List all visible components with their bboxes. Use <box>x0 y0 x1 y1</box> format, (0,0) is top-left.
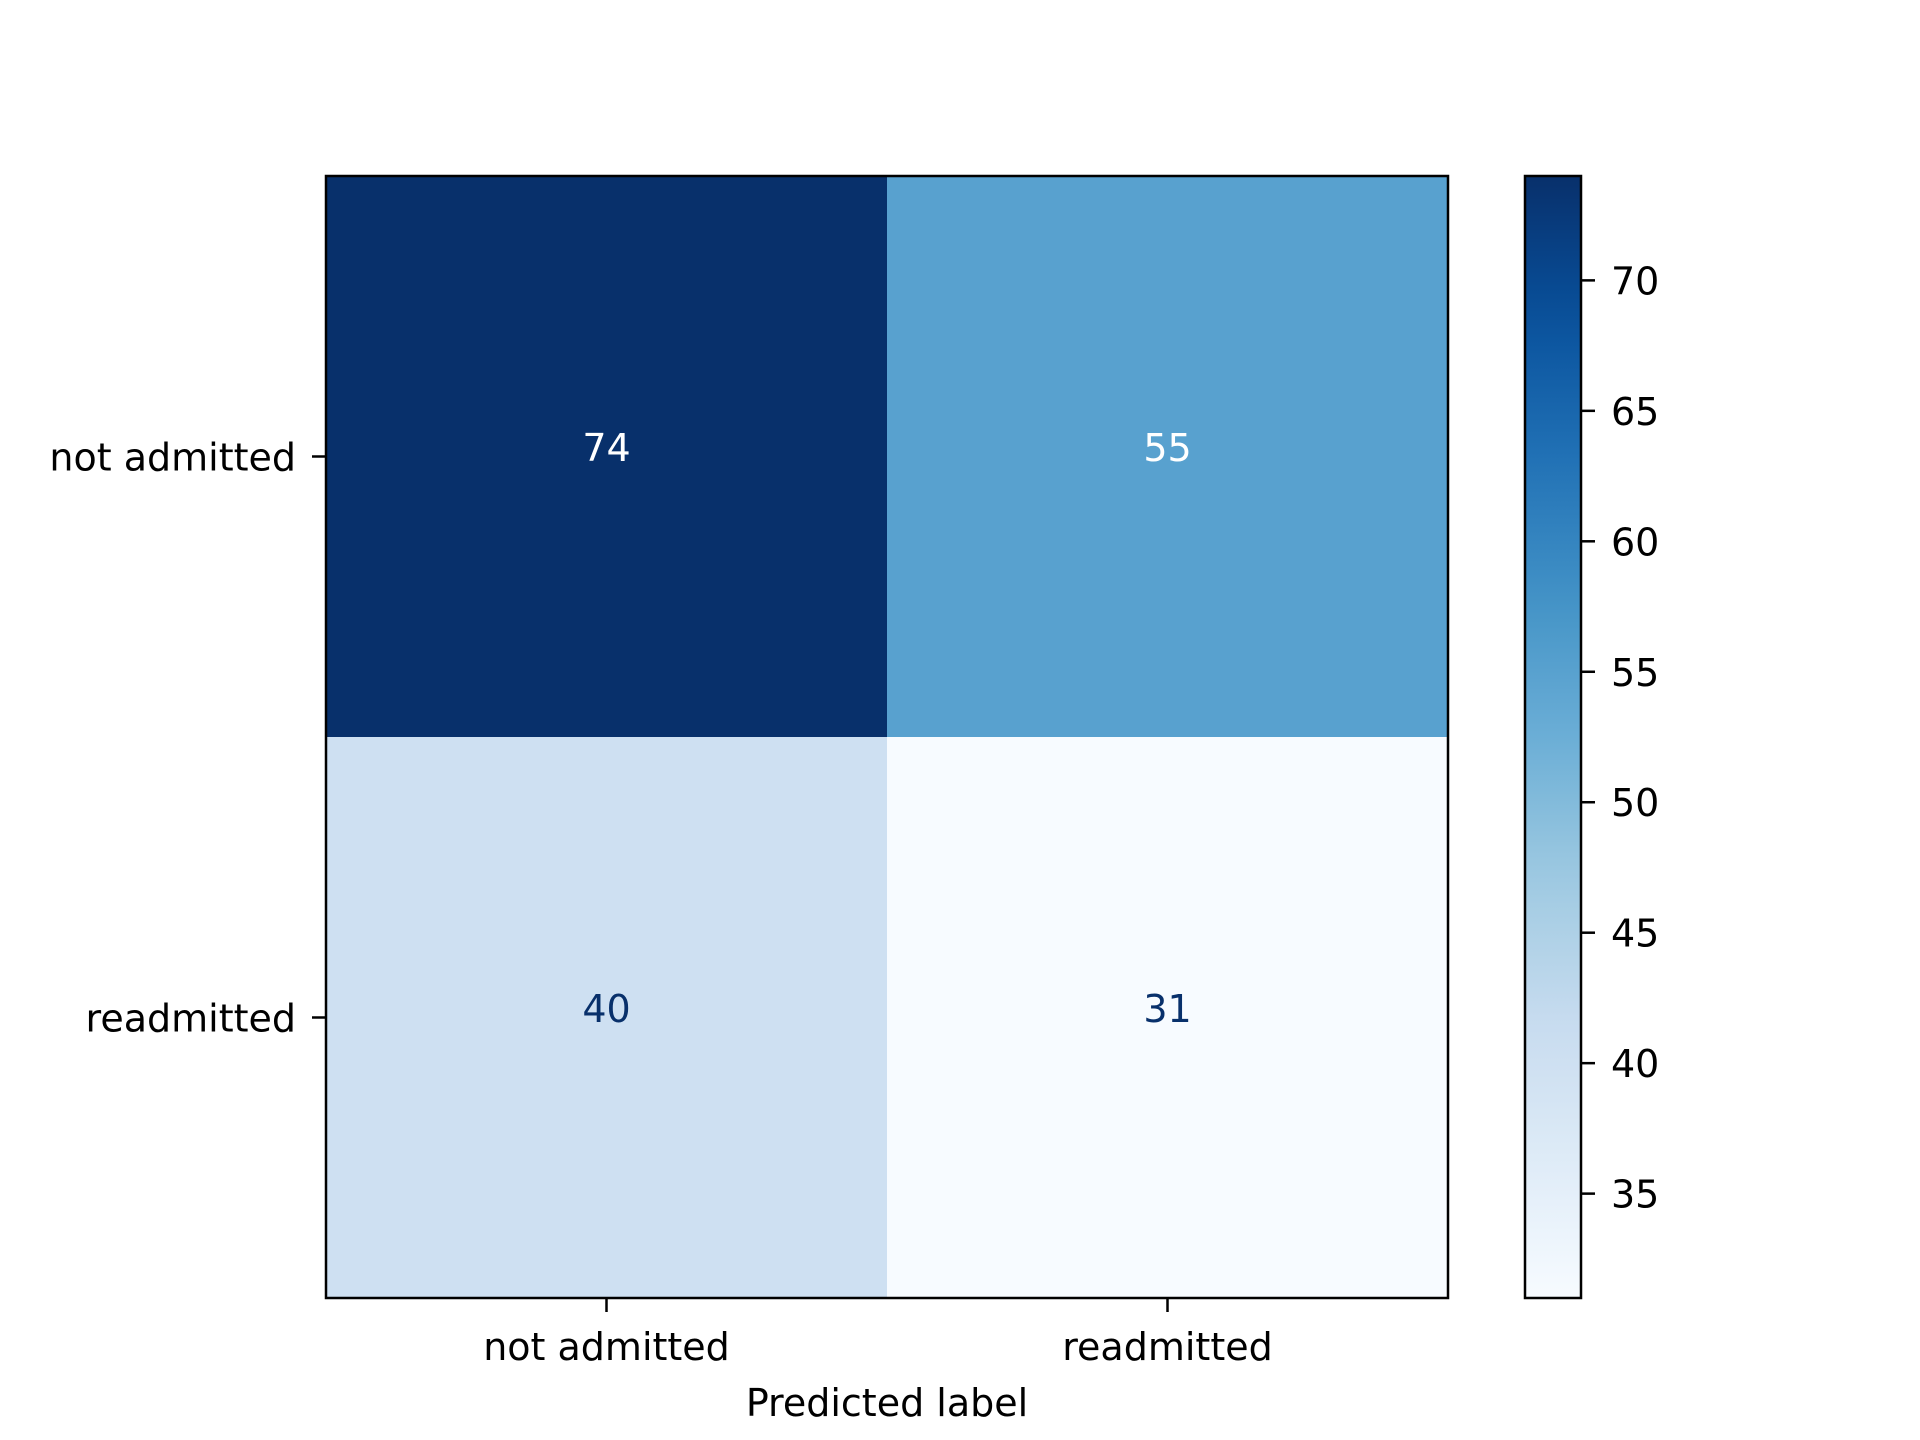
heatmap-cell <box>887 176 1449 738</box>
x-axis-ticks: not admitted readmitted <box>483 1298 1273 1369</box>
cell-value-label: 55 <box>1143 426 1191 470</box>
heatmap-cell <box>326 176 888 738</box>
colorbar-tick-label: 55 <box>1611 651 1659 695</box>
x-axis-title: Predicted label <box>746 1381 1028 1425</box>
cell-value-label: 40 <box>582 987 630 1031</box>
colorbar <box>1523 174 1583 1300</box>
colorbar-tick-label: 40 <box>1611 1042 1659 1086</box>
cell-value-label: 31 <box>1143 987 1191 1031</box>
colorbar-tick-label: 35 <box>1611 1173 1659 1217</box>
colorbar-tick-label: 70 <box>1611 259 1659 303</box>
y-axis-ticks: not admitted readmitted <box>49 436 326 1041</box>
x-tick-label: not admitted <box>483 1325 730 1369</box>
colorbar-tick-label: 60 <box>1611 520 1659 564</box>
heatmap-cell <box>887 737 1449 1299</box>
x-tick-label: readmitted <box>1062 1325 1272 1369</box>
y-tick-label: not admitted <box>49 436 296 480</box>
y-tick-label: readmitted <box>86 997 296 1041</box>
colorbar-tick-label: 50 <box>1611 781 1659 825</box>
heatmap-cells <box>326 176 1449 1299</box>
colorbar-tick-label: 45 <box>1611 912 1659 956</box>
heatmap-cell-labels: 74 55 40 31 <box>582 426 1191 1031</box>
plot-frame <box>324 174 1450 1300</box>
colorbar-tick-label: 65 <box>1611 390 1659 434</box>
heatmap-cell <box>326 737 888 1299</box>
colorbar-ticks: 35 40 45 50 55 60 65 70 <box>1581 259 1659 1217</box>
cell-value-label: 74 <box>582 426 630 470</box>
